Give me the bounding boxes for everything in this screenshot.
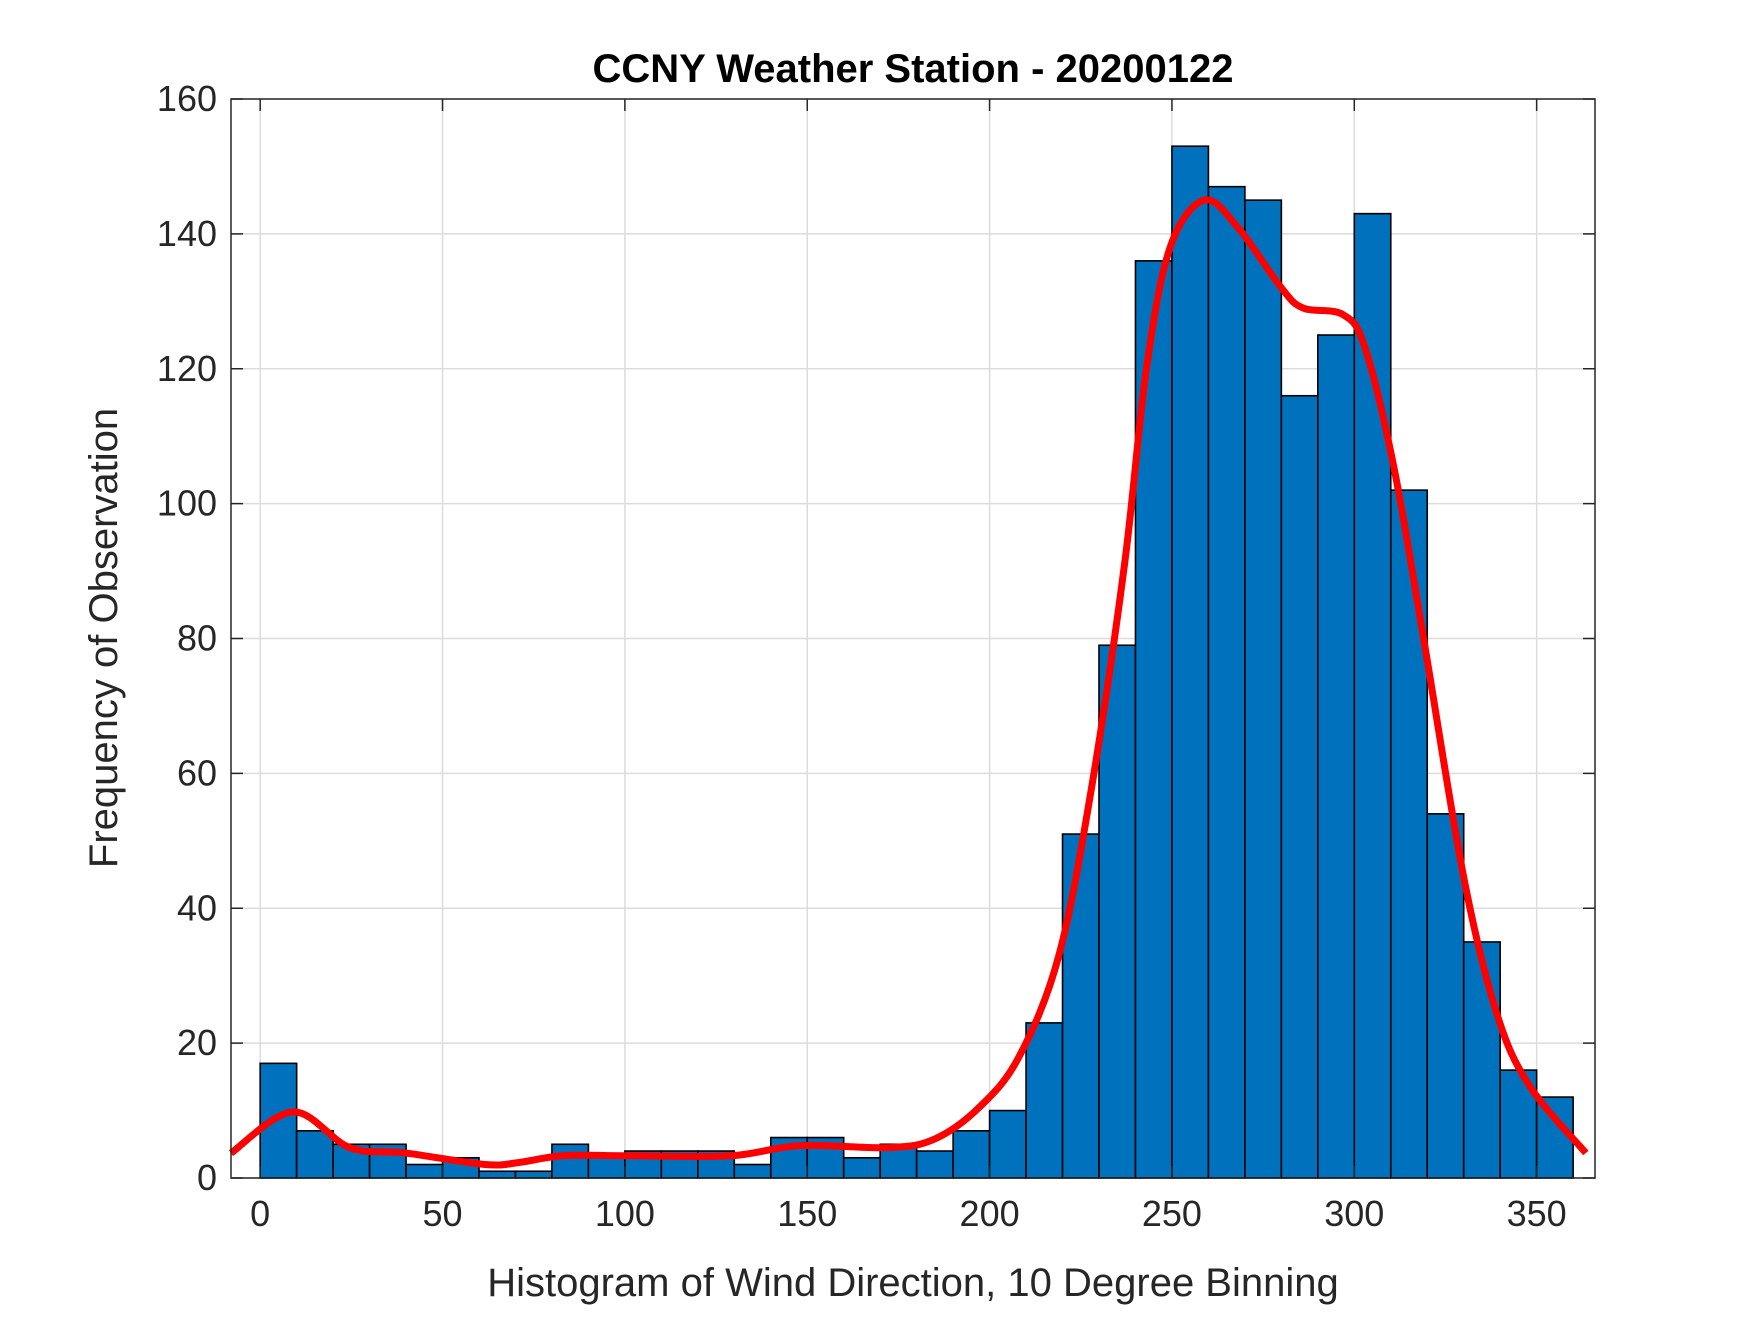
x-tick-label: 300 <box>1324 1193 1384 1234</box>
x-tick-label: 50 <box>423 1193 463 1234</box>
x-tick-label: 100 <box>595 1193 655 1234</box>
histogram-bar <box>1280 394 1319 1179</box>
histogram-bar <box>1061 833 1100 1179</box>
y-tick-label: 140 <box>157 213 217 254</box>
y-axis-label: Frequency of Observation <box>82 408 126 868</box>
histogram-bar <box>1317 334 1356 1179</box>
histogram-bar <box>1171 145 1210 1179</box>
density-curve-line <box>228 196 1589 1169</box>
histogram-bar <box>478 1170 517 1179</box>
histogram-bar <box>1535 1096 1574 1179</box>
chart-title: CCNY Weather Station - 20200122 <box>593 47 1234 91</box>
histogram-bar <box>551 1143 590 1179</box>
y-tick-label: 160 <box>157 78 217 119</box>
y-tick-label: 40 <box>177 887 217 928</box>
y-tick-label: 60 <box>177 752 217 793</box>
y-tick-label: 100 <box>157 483 217 524</box>
histogram-bar <box>1098 644 1137 1179</box>
histogram-bar <box>915 1150 954 1179</box>
x-tick-label: 150 <box>777 1193 837 1234</box>
histogram-bar <box>1244 199 1283 1179</box>
histogram-bar <box>842 1156 881 1179</box>
histogram-bar <box>1426 813 1465 1179</box>
histogram-bar <box>952 1129 991 1179</box>
y-tick-label: 0 <box>197 1157 217 1198</box>
histogram-bar <box>1207 185 1246 1179</box>
histogram-bar <box>587 1156 626 1179</box>
histogram-bar <box>733 1163 772 1179</box>
y-tick-label: 80 <box>177 618 217 659</box>
histogram-bar <box>1462 941 1501 1179</box>
x-tick-label: 350 <box>1507 1193 1567 1234</box>
histogram-bar <box>405 1163 444 1179</box>
x-axis-label: Histogram of Wind Direction, 10 Degree B… <box>487 1261 1339 1305</box>
x-tick-label: 200 <box>960 1193 1020 1234</box>
y-tick-label: 120 <box>157 348 217 389</box>
histogram-bar <box>295 1129 334 1179</box>
ticks: 0 50 100 150 200 250 300 350 0 20 40 60 80 100 120 140 1… <box>157 78 1595 1234</box>
histogram-bar <box>1025 1022 1064 1179</box>
x-tick-label: 0 <box>250 1193 270 1234</box>
density-curve-group <box>228 196 1589 1169</box>
histogram-bar <box>514 1170 553 1179</box>
bars <box>259 145 1574 1179</box>
y-tick-label: 20 <box>177 1022 217 1063</box>
histogram-bar <box>988 1109 1027 1179</box>
x-tick-label: 250 <box>1142 1193 1202 1234</box>
histogram-bar <box>1389 489 1429 1179</box>
histogram-bar <box>1353 212 1392 1179</box>
